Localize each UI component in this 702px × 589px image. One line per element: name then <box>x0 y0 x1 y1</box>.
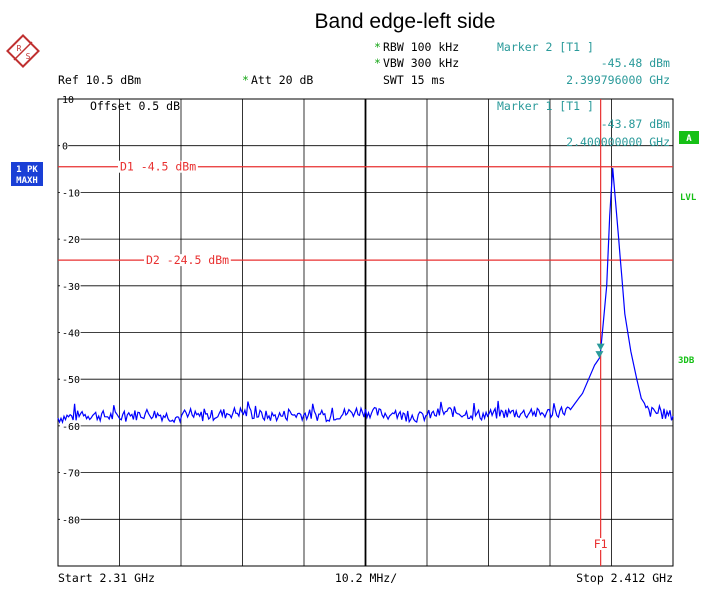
plot-grid <box>58 99 673 566</box>
rohde-schwarz-logo: R S <box>6 34 40 68</box>
trace-mode-2: MAXH <box>16 176 38 186</box>
spectrum-trace <box>57 168 674 425</box>
y-tick-label-bg <box>60 514 81 525</box>
y-tick-label: 0 <box>62 142 68 153</box>
y-tick-label-bg <box>60 280 81 291</box>
y-tick-label: -40 <box>62 329 80 340</box>
display-lines: D1 -4.5 dBm D2 -24.5 dBm <box>58 160 673 267</box>
logo-letter-r: R <box>17 44 22 53</box>
y-tick-label-bg <box>60 327 81 338</box>
y-tick-label: -80 <box>62 515 80 526</box>
ref-level: Ref 10.5 dBm <box>58 73 141 87</box>
marker2-level: -45.48 dBm <box>601 56 670 70</box>
3db-indicator: 3DB <box>678 356 695 366</box>
y-tick-label: -30 <box>62 282 80 293</box>
footer: Start 2.31 GHz 10.2 MHz/ Stop 2.412 GHz <box>58 571 673 585</box>
display-line-label-d1: D1 -4.5 dBm <box>120 160 196 174</box>
plot-frame <box>57 98 674 567</box>
a-badge-label: A <box>686 134 692 144</box>
offset-label: Offset 0.5 dB <box>90 99 180 113</box>
grid-overlay: Offset 0.5 dB Marker 1 [T1 ] -43.87 dBm … <box>90 99 670 149</box>
y-tick-label-bg <box>60 420 81 431</box>
display-line-label-d2: D2 -24.5 dBm <box>146 253 229 267</box>
vbw-star: * <box>374 56 381 70</box>
rbw-label: RBW 100 kHz <box>383 40 459 54</box>
a-badge: A <box>679 131 699 144</box>
marker-2 <box>595 351 604 359</box>
marker1-level: -43.87 dBm <box>601 117 670 131</box>
rbw-star: * <box>374 40 381 54</box>
marker2-frequency: 2.399796000 GHz <box>566 73 670 87</box>
stop-frequency: Stop 2.412 GHz <box>576 571 673 585</box>
y-tick-label: -70 <box>62 469 80 480</box>
y-tick-label-bg <box>60 374 81 385</box>
marker-1 <box>596 343 605 351</box>
chart-title: Band edge-left side <box>315 10 496 33</box>
y-tick-label-bg <box>60 187 81 198</box>
y-tick-label: -20 <box>62 235 80 246</box>
marker2-label: Marker 2 [T1 ] <box>497 40 594 54</box>
y-tick-labels: 10 0 -10 -20 -30 -40 -50 -60 -70 -80 <box>60 95 81 526</box>
logo-letter-s: S <box>26 52 31 61</box>
vbw-label: VBW 300 kHz <box>383 56 459 70</box>
y-tick-label: 10 <box>62 95 74 106</box>
att-star: * <box>242 73 249 87</box>
trace-mode-1: 1 PK <box>16 165 38 175</box>
y-tick-label: -10 <box>62 188 80 199</box>
y-tick-label-bg <box>60 234 81 245</box>
y-tick-label-bg <box>60 140 69 151</box>
frequency-line: F1 <box>592 99 610 566</box>
start-frequency: Start 2.31 GHz <box>58 571 155 585</box>
markers <box>595 343 605 359</box>
marker1-frequency: 2.400000000 GHz <box>566 135 670 149</box>
y-tick-label: -60 <box>62 422 80 433</box>
span-per-division: 10.2 MHz/ <box>335 571 397 585</box>
lvl-indicator: LVL <box>680 193 697 203</box>
trace-mode-badge: 1 PK MAXH <box>11 162 43 186</box>
frequency-line-label: F1 <box>594 537 608 551</box>
header: * RBW 100 kHz * VBW 300 kHz SWT 15 ms Re… <box>58 40 670 87</box>
y-tick-label: -50 <box>62 375 80 386</box>
y-tick-label-bg <box>60 467 81 478</box>
display-line-label-bg <box>118 160 198 173</box>
att-label: Att 20 dB <box>251 73 313 87</box>
display-line-label-bg <box>144 254 231 267</box>
swt-label: SWT 15 ms <box>383 73 445 87</box>
marker1-label: Marker 1 [T1 ] <box>497 99 594 113</box>
frequency-line-label-bg <box>592 538 610 550</box>
